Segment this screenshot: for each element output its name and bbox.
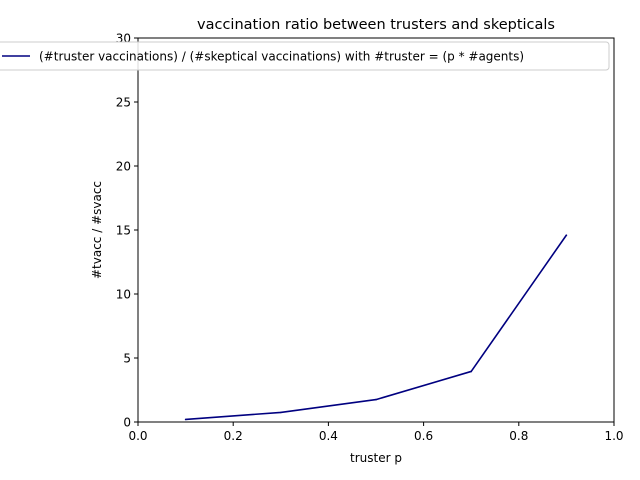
series-group <box>184 234 568 421</box>
x-tick-label: 0.0 <box>128 429 147 443</box>
legend-box <box>0 41 610 71</box>
x-tick-label: 0.6 <box>414 429 433 443</box>
legend: (#truster vaccinations) / (#skeptical va… <box>0 41 610 71</box>
y-tick-label: 20 <box>116 160 131 174</box>
y-tick-label: 5 <box>123 352 131 366</box>
data-point <box>565 234 568 236</box>
data-point <box>184 418 187 421</box>
x-tick-label: 0.4 <box>319 429 338 443</box>
chart-title: vaccination ratio between trusters and s… <box>197 17 555 33</box>
x-tick-label: 0.2 <box>224 429 243 443</box>
y-axis-label: #tvacc / #svacc <box>90 181 104 279</box>
data-point <box>280 411 282 414</box>
y-tick-label: 25 <box>116 96 131 110</box>
legend-entry-label: (#truster vaccinations) / (#skeptical va… <box>39 50 524 64</box>
data-point <box>470 370 473 373</box>
x-axis: 0.0 0.2 0.4 0.6 0.8 1.0 <box>128 422 624 443</box>
data-point <box>375 398 377 401</box>
x-tick-label: 0.8 <box>509 429 528 443</box>
y-tick-label: 10 <box>116 288 131 302</box>
plot-frame <box>137 37 615 423</box>
x-axis-label: truster p <box>350 451 402 465</box>
x-tick-label: 1.0 <box>604 429 623 443</box>
y-tick-label: 0 <box>123 416 131 430</box>
y-tick-label: 15 <box>116 224 131 238</box>
